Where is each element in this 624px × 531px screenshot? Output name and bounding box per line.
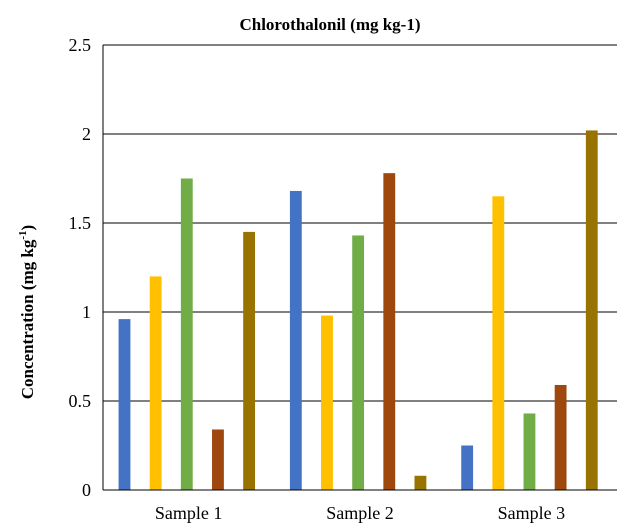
bar (321, 315, 333, 490)
y-tick-label: 0.5 (69, 391, 92, 411)
bar (352, 235, 365, 490)
x-tick-label: Sample 2 (326, 503, 394, 523)
bar (461, 445, 474, 490)
bars (118, 130, 598, 491)
y-tick-label: 2 (82, 124, 91, 144)
x-tick-label: Sample 3 (498, 503, 566, 523)
y-axis-label: Concentration (mg kg-1) (17, 225, 37, 399)
x-tick-labels: Sample 1 Sample 2 Sample 3 (155, 503, 565, 523)
bar (180, 178, 193, 490)
bar (523, 413, 536, 490)
bar (554, 384, 567, 490)
axes (102, 45, 617, 491)
bar (118, 319, 131, 490)
x-tick-label: Sample 1 (155, 503, 223, 523)
y-axis-label-suffix: ) (18, 225, 37, 231)
bar (289, 190, 302, 490)
bar (243, 231, 256, 490)
bar (414, 475, 427, 490)
bar (585, 130, 598, 490)
y-axis-label-superscript: -1 (17, 230, 29, 239)
y-tick-label: 0 (82, 480, 91, 500)
y-tick-labels: 0 0.5 1 1.5 2 2.5 (69, 35, 92, 500)
y-tick-label: 1.5 (69, 213, 92, 233)
y-tick-label: 1 (82, 302, 91, 322)
y-axis-label-main: Concentration (mg kg (18, 239, 37, 399)
y-tick-label: 2.5 (69, 35, 92, 55)
bar (149, 276, 162, 490)
bar (492, 196, 505, 491)
bar (212, 429, 224, 490)
bar (383, 173, 396, 490)
chart-title: Chlorothalonil (mg kg-1) (239, 15, 420, 34)
